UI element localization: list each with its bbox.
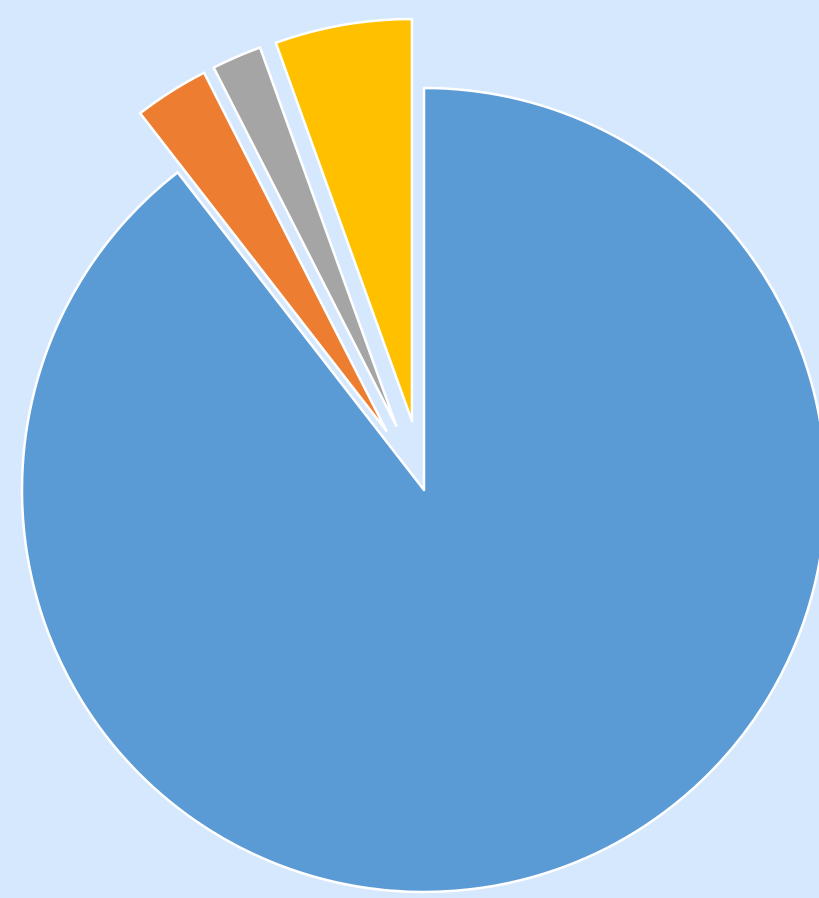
- pie-slice-1: [20, 86, 819, 894]
- pie-slice-2: [138, 71, 388, 433]
- pie-slice-4: [274, 17, 414, 423]
- pie-slice-3: [212, 46, 398, 428]
- pie-slices: [20, 17, 819, 894]
